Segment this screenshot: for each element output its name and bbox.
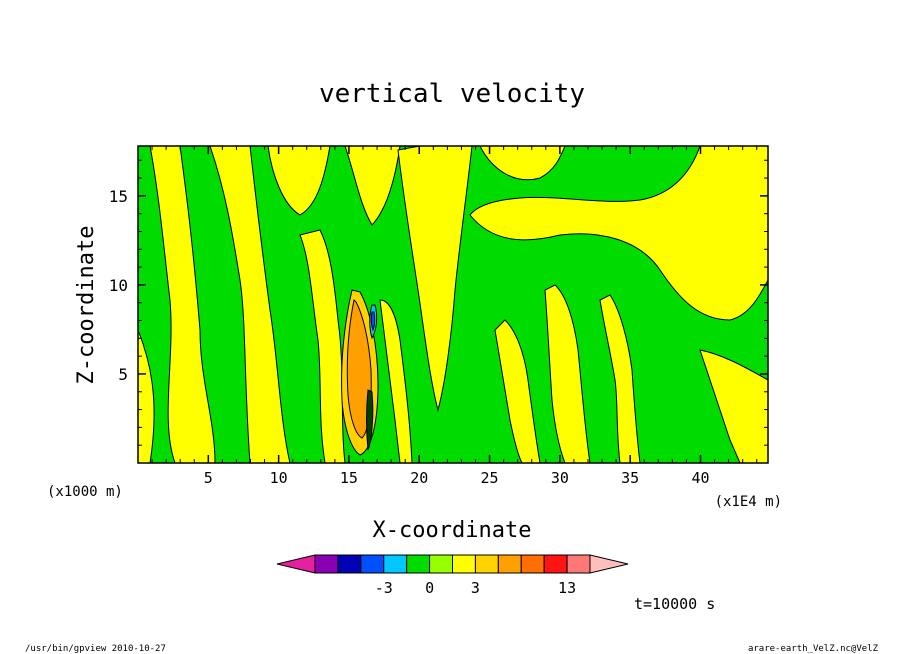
x-tick-label: 10 — [270, 469, 288, 487]
y-axis-label: Z-coordinate — [74, 226, 99, 385]
blue-region — [370, 311, 376, 332]
colorbar-box — [314, 554, 339, 574]
colorbar-box — [360, 554, 385, 574]
yellow-region — [469, 146, 768, 321]
yellow-region — [699, 349, 768, 463]
x-tick-label: 5 — [204, 469, 213, 487]
orange-region — [346, 298, 372, 439]
yellow-region — [344, 146, 401, 226]
colorbar-box — [520, 554, 545, 574]
x-tick-label: 40 — [691, 469, 709, 487]
y-tick-label: 15 — [109, 187, 128, 206]
plot-frame — [137, 145, 769, 464]
colorbar — [276, 554, 629, 574]
colorbar-box — [474, 554, 499, 574]
colorbar-box — [337, 554, 362, 574]
yellow-region — [599, 294, 641, 463]
yellow-region — [209, 146, 291, 463]
y-tick-label: 5 — [118, 365, 128, 384]
colorbar-box — [452, 554, 476, 574]
x-unit-label-right: (x1E4 m) — [715, 494, 782, 510]
colorbar-box — [406, 554, 431, 574]
x-tick-label: 30 — [551, 469, 569, 487]
y-tick-label: 10 — [109, 276, 128, 295]
dark-streak — [366, 389, 374, 451]
footer-left: /usr/bin/gpview 2010-10-27 — [25, 644, 166, 654]
colorbar-ticks: -3 0 3 13 — [375, 579, 576, 597]
footer-right: arare-earth_VelZ.nc@VelZ — [748, 644, 879, 654]
yellow-region — [379, 299, 413, 463]
colorbar-box — [543, 554, 568, 574]
colorbar-tick-label: 0 — [425, 579, 434, 597]
yellow-region — [544, 284, 591, 463]
time-label: t=10000 s — [634, 595, 715, 613]
yellow-region — [267, 146, 331, 216]
x-axis-label: X-coordinate — [373, 518, 532, 543]
contour-field — [138, 146, 768, 463]
colorbar-box — [383, 554, 408, 574]
x-axis: 5 10 15 20 25 30 35 40 — [151, 146, 758, 487]
x-tick-label: 35 — [621, 469, 639, 487]
yellow-region — [479, 146, 566, 181]
colorbar-box — [429, 554, 454, 574]
x-tick-label: 15 — [340, 469, 358, 487]
colorbar-tick-label: 3 — [471, 579, 480, 597]
x-unit-label: (x1000 m) — [47, 484, 123, 500]
colorbar-under — [276, 554, 316, 574]
x-tick-label: 25 — [481, 469, 499, 487]
y-axis: 5 10 15 — [109, 159, 768, 446]
colorbar-box — [566, 554, 591, 574]
colorbar-tick-label: 13 — [558, 579, 576, 597]
chart-title: vertical velocity — [319, 79, 585, 109]
yellow-region — [299, 229, 346, 463]
yellow-region — [149, 146, 216, 463]
x-tick-label: 20 — [410, 469, 428, 487]
yellow-region — [397, 146, 473, 412]
colorbar-tick-label: -3 — [375, 579, 393, 597]
colorbar-box — [497, 554, 522, 574]
colorbar-over — [589, 554, 629, 574]
